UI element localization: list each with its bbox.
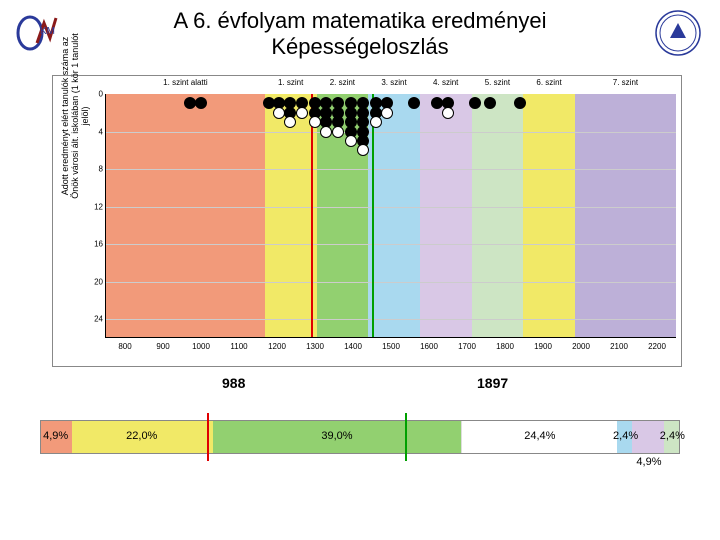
x-tick: 1700	[458, 342, 476, 351]
data-point	[514, 97, 526, 109]
y-tick: 4	[99, 127, 103, 136]
level-label: 1. szint alatti	[163, 78, 207, 87]
dot-chart: Adott eredményt elért tanulók száma az Ö…	[52, 75, 682, 367]
data-point	[408, 97, 420, 109]
y-ticks: 04812162024	[83, 94, 105, 338]
data-point	[284, 116, 296, 128]
data-point	[195, 97, 207, 109]
reference-label: 1897	[477, 375, 508, 391]
data-point	[296, 107, 308, 119]
stacked-bar-area: 4,9%22,0%39,0%24,4%2,4%4,9%2,4%	[40, 420, 680, 470]
level-label: 6. szint	[536, 78, 561, 87]
x-tick: 1100	[230, 342, 247, 351]
data-point	[370, 116, 382, 128]
logo-right	[648, 8, 708, 58]
x-tick: 1500	[382, 342, 400, 351]
reference-label: 988	[222, 375, 245, 391]
x-tick: 2100	[610, 342, 628, 351]
data-point	[332, 126, 344, 138]
data-point	[357, 144, 369, 156]
x-ticks: 800 900 1000 1100 1200 1300 1400 1500 1600 1700 18…	[106, 342, 676, 356]
x-tick: 1400	[344, 342, 362, 351]
data-point	[431, 97, 443, 109]
level-label: 3. szint	[381, 78, 406, 87]
x-tick: 1600	[420, 342, 438, 351]
level-label: 4. szint	[433, 78, 458, 87]
reference-line	[405, 413, 407, 461]
reference-line	[372, 94, 374, 338]
level-labels: 1. szint alatti 1. szint 2. szint 3. szint 4…	[106, 78, 676, 92]
segment-label: 4,9%	[636, 456, 661, 468]
segment-label: 39,0%	[321, 430, 352, 442]
data-point	[309, 116, 321, 128]
data-point	[184, 97, 196, 109]
data-point	[484, 97, 496, 109]
title-line-1: A 6. évfolyam matematika eredményei	[72, 8, 648, 34]
level-label: 1. szint	[278, 78, 303, 87]
y-tick: 24	[94, 315, 103, 324]
data-point	[469, 97, 481, 109]
level-label: 2. szint	[330, 78, 355, 87]
y-tick: 20	[94, 277, 103, 286]
x-tick: 1900	[534, 342, 552, 351]
x-tick: 1200	[268, 342, 286, 351]
x-tick: 2000	[572, 342, 590, 351]
y-axis-line	[105, 94, 106, 338]
plot-area	[106, 94, 676, 338]
data-point	[345, 135, 357, 147]
data-point	[442, 107, 454, 119]
y-tick: 8	[99, 165, 103, 174]
x-tick: 1000	[192, 342, 210, 351]
y-tick: 12	[94, 202, 103, 211]
x-tick: 900	[156, 342, 169, 351]
header: KM A 6. évfolyam matematika eredményei K…	[12, 8, 708, 61]
data-point	[320, 126, 332, 138]
title-line-2: Képességeloszlás	[72, 34, 648, 60]
svg-text:KM: KM	[40, 26, 55, 37]
data-point	[273, 107, 285, 119]
segment-label: 4,9%	[43, 430, 68, 442]
x-tick: 1300	[306, 342, 324, 351]
y-tick: 16	[94, 240, 103, 249]
reference-line	[207, 413, 209, 461]
segment-label: 22,0%	[126, 430, 157, 442]
x-tick: 800	[118, 342, 131, 351]
y-tick: 0	[99, 90, 103, 99]
segment-label: 2,4%	[660, 430, 685, 442]
segment-label: 2,4%	[613, 430, 638, 442]
x-axis-line	[105, 337, 676, 338]
data-point	[381, 107, 393, 119]
reference-line	[311, 94, 313, 338]
x-tick: 2200	[648, 342, 666, 351]
segment-label: 24,4%	[524, 430, 555, 442]
level-label: 7. szint	[613, 78, 638, 87]
title-block: A 6. évfolyam matematika eredményei Képe…	[72, 8, 648, 61]
x-tick: 1800	[496, 342, 514, 351]
level-label: 5. szint	[485, 78, 510, 87]
